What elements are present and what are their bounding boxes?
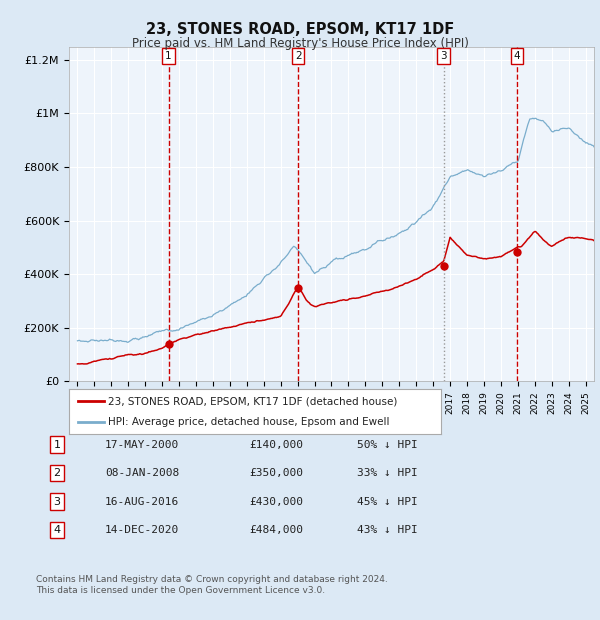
Text: Price paid vs. HM Land Registry's House Price Index (HPI): Price paid vs. HM Land Registry's House … (131, 37, 469, 50)
Text: £350,000: £350,000 (249, 468, 303, 478)
Text: 23, STONES ROAD, EPSOM, KT17 1DF (detached house): 23, STONES ROAD, EPSOM, KT17 1DF (detach… (108, 396, 397, 407)
Text: £430,000: £430,000 (249, 497, 303, 507)
Text: 45% ↓ HPI: 45% ↓ HPI (357, 497, 418, 507)
Text: Contains HM Land Registry data © Crown copyright and database right 2024.
This d: Contains HM Land Registry data © Crown c… (36, 575, 388, 595)
Text: 4: 4 (53, 525, 61, 535)
Text: 43% ↓ HPI: 43% ↓ HPI (357, 525, 418, 535)
Text: 1: 1 (165, 51, 172, 61)
Text: 50% ↓ HPI: 50% ↓ HPI (357, 440, 418, 450)
Text: £140,000: £140,000 (249, 440, 303, 450)
Text: 08-JAN-2008: 08-JAN-2008 (105, 468, 179, 478)
Text: 16-AUG-2016: 16-AUG-2016 (105, 497, 179, 507)
Text: 23, STONES ROAD, EPSOM, KT17 1DF: 23, STONES ROAD, EPSOM, KT17 1DF (146, 22, 454, 37)
Text: £484,000: £484,000 (249, 525, 303, 535)
Text: HPI: Average price, detached house, Epsom and Ewell: HPI: Average price, detached house, Epso… (108, 417, 389, 427)
Text: 3: 3 (53, 497, 61, 507)
Text: 14-DEC-2020: 14-DEC-2020 (105, 525, 179, 535)
Text: 33% ↓ HPI: 33% ↓ HPI (357, 468, 418, 478)
Text: 3: 3 (440, 51, 447, 61)
Text: 17-MAY-2000: 17-MAY-2000 (105, 440, 179, 450)
Text: 4: 4 (514, 51, 520, 61)
Text: 2: 2 (53, 468, 61, 478)
Text: 1: 1 (53, 440, 61, 450)
Text: 2: 2 (295, 51, 301, 61)
